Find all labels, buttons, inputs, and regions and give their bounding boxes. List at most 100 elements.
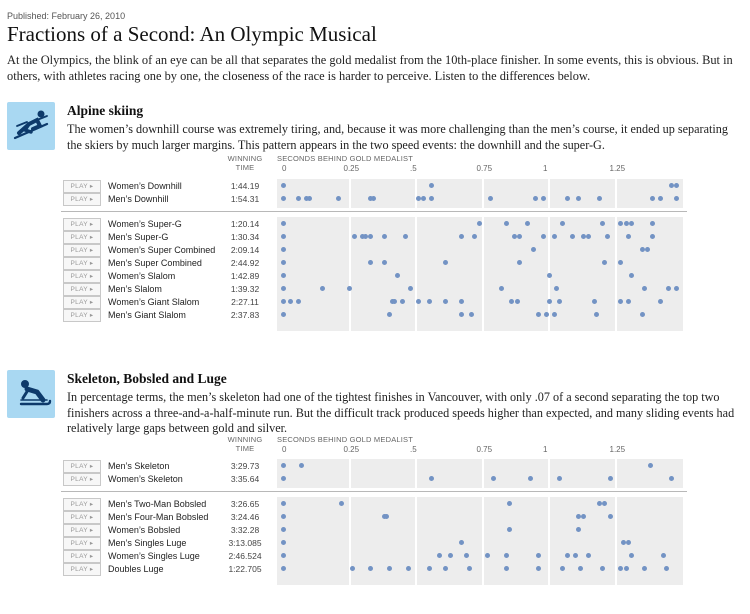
gridline (348, 217, 351, 331)
athlete-dot (565, 196, 571, 201)
athlete-dot (472, 234, 478, 239)
play-button[interactable]: PLAY ▸ (63, 498, 101, 511)
play-button[interactable]: PLAY ▸ (63, 283, 101, 296)
play-button[interactable]: PLAY ▸ (63, 537, 101, 550)
athlete-dot (381, 514, 387, 519)
athlete-dot (368, 196, 374, 201)
athlete-dot (586, 234, 592, 239)
event-row: PLAY ▸ Men’s Super-G 1:30.34 (0, 231, 750, 244)
play-button[interactable]: PLAY ▸ (63, 524, 101, 537)
athlete-dot (280, 566, 286, 571)
gridline (614, 459, 617, 488)
winning-time: 2:44.92 (230, 258, 260, 268)
event-name: Women’s Giant Slalom (108, 297, 200, 307)
athlete-dot (280, 540, 286, 545)
winning-time: 3:24.46 (230, 512, 260, 522)
athlete-dot (458, 312, 464, 317)
play-button[interactable]: PLAY ▸ (63, 270, 101, 283)
athlete-dot (650, 234, 656, 239)
event-name: Women’s Downhill (108, 181, 182, 191)
athlete-dot (394, 273, 400, 278)
winning-time: 3:29.73 (230, 461, 260, 471)
event-name: Men’s Giant Slalom (108, 310, 186, 320)
athlete-dot (525, 221, 531, 226)
athlete-dot (647, 463, 653, 468)
section-description: In percentage terms, the men’s skeleton … (67, 390, 735, 436)
athlete-dot (511, 234, 517, 239)
gridline (348, 497, 351, 585)
event-name: Women’s Singles Luge (108, 551, 200, 561)
play-button[interactable]: PLAY ▸ (63, 296, 101, 309)
athlete-dot (490, 476, 496, 481)
section-alpine-skiing: Alpine skiing The women’s downhill cours… (0, 100, 750, 342)
athlete-dot (442, 260, 448, 265)
athlete-dot (503, 221, 509, 226)
gridline (348, 179, 351, 208)
athlete-dot (639, 312, 645, 317)
play-button[interactable]: PLAY ▸ (63, 218, 101, 231)
play-button[interactable]: PLAY ▸ (63, 460, 101, 473)
event-row: PLAY ▸ Men’s Singles Luge 3:13.085 (0, 537, 750, 550)
event-name: Women’s Super-G (108, 219, 182, 229)
athlete-dot (623, 221, 629, 226)
athlete-dot (607, 514, 613, 519)
athlete-dot (565, 553, 571, 558)
play-button[interactable]: PLAY ▸ (63, 180, 101, 193)
event-name: Doubles Luge (108, 564, 164, 574)
athlete-dot (575, 514, 581, 519)
gridline (481, 459, 484, 488)
x-tick-label: 0 (282, 445, 287, 454)
athlete-dot (464, 553, 470, 558)
athlete-dot (658, 196, 664, 201)
athlete-dot (381, 234, 387, 239)
athlete-dot (554, 286, 560, 291)
athlete-dot (543, 312, 549, 317)
athlete-dot (362, 234, 368, 239)
athlete-dot (307, 196, 313, 201)
x-tick-label: 0.25 (343, 445, 360, 454)
athlete-dot (663, 566, 669, 571)
section-title: Alpine skiing (67, 103, 144, 118)
athlete-dot (626, 299, 632, 304)
athlete-dot (421, 196, 427, 201)
intro-text: At the Olympics, the blink of an eye can… (7, 53, 733, 83)
athlete-dot (498, 286, 504, 291)
athlete-dot (506, 501, 512, 506)
event-name: Men’s Super Combined (108, 258, 202, 268)
event-row: PLAY ▸ Men’s Skeleton 3:29.73 (0, 460, 750, 473)
athlete-dot (618, 260, 624, 265)
athlete-dot (559, 221, 565, 226)
gridline (548, 497, 550, 585)
athlete-dot (517, 260, 523, 265)
athlete-dot (296, 299, 302, 304)
winning-time: 3:32.28 (230, 525, 260, 535)
event-row: PLAY ▸ Men’s Downhill 1:54.31 (0, 193, 750, 206)
winning-time: 1:20.14 (230, 219, 260, 229)
athlete-dot (485, 553, 491, 558)
page-title: Fractions of a Second: An Olympic Musica… (7, 22, 377, 46)
play-button[interactable]: PLAY ▸ (63, 563, 101, 576)
play-button[interactable]: PLAY ▸ (63, 473, 101, 486)
athlete-dot (280, 247, 286, 252)
athlete-dot (674, 286, 680, 291)
athlete-dot (581, 514, 587, 519)
play-button[interactable]: PLAY ▸ (63, 231, 101, 244)
play-button[interactable]: PLAY ▸ (63, 511, 101, 524)
athlete-dot (280, 527, 286, 532)
athlete-dot (280, 476, 286, 481)
event-name: Women’s Skeleton (108, 474, 183, 484)
athlete-dot (599, 221, 605, 226)
play-button[interactable]: PLAY ▸ (63, 244, 101, 257)
athlete-dot (626, 234, 632, 239)
athlete-dot (650, 196, 656, 201)
play-button[interactable]: PLAY ▸ (63, 309, 101, 322)
athlete-dot (602, 260, 608, 265)
play-button[interactable]: PLAY ▸ (63, 550, 101, 563)
play-button[interactable]: PLAY ▸ (63, 193, 101, 206)
athlete-dot (442, 566, 448, 571)
athlete-dot (597, 501, 603, 506)
winning-time: 2:09.14 (230, 245, 260, 255)
gridline (614, 497, 617, 585)
athlete-dot (618, 566, 624, 571)
play-button[interactable]: PLAY ▸ (63, 257, 101, 270)
